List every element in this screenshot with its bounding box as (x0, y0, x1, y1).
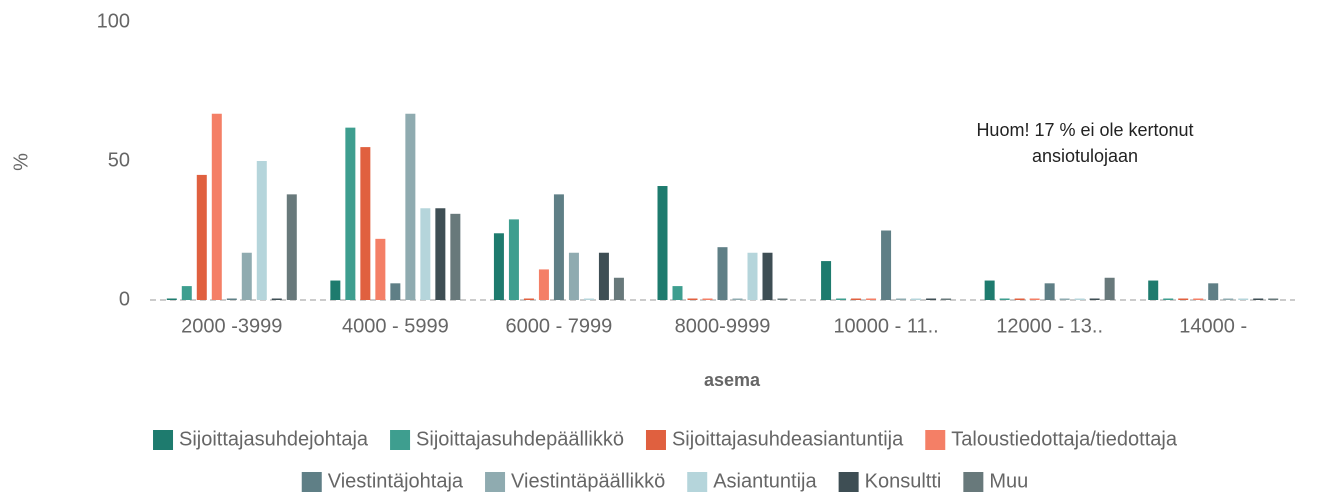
bar (241, 252, 252, 300)
bar (345, 127, 356, 300)
bar (702, 298, 713, 300)
bar (984, 280, 995, 300)
legend-swatch (301, 472, 322, 492)
legend-swatch (153, 430, 174, 450)
x-axis-label: asema (704, 370, 761, 390)
bar (493, 233, 504, 300)
legend-swatch (925, 430, 946, 450)
bar (598, 252, 609, 300)
bar (1163, 298, 1174, 300)
legend-label: Viestintäpäällikkö (511, 470, 665, 492)
bar (881, 230, 892, 300)
annotation: Huom! 17 % ei ole kertonut (976, 120, 1193, 140)
x-tick-label: 6000 - 7999 (506, 315, 613, 337)
bar (851, 298, 862, 300)
x-tick-label: 4000 - 5999 (342, 315, 449, 337)
bar (583, 298, 594, 300)
bar (1208, 283, 1219, 300)
y-tick-label: 50 (108, 149, 130, 171)
bar (286, 194, 297, 300)
legend-label: Viestintäjohtaja (328, 470, 464, 492)
legend-swatch (963, 472, 984, 492)
bar (538, 269, 549, 300)
bar (1029, 298, 1040, 300)
bar (196, 174, 207, 300)
bar (613, 277, 624, 300)
bar (1178, 298, 1189, 300)
legend-label: Muu (989, 470, 1028, 492)
bar (1089, 298, 1100, 300)
bar (866, 298, 877, 300)
bar (553, 194, 564, 300)
bar (821, 261, 832, 300)
bar (1104, 277, 1115, 300)
bar (181, 286, 192, 300)
bar (226, 298, 237, 300)
x-tick-label: 8000-9999 (675, 315, 771, 337)
x-tick-label: 2000 -3999 (181, 315, 282, 337)
bar (657, 186, 668, 300)
bar (330, 280, 341, 300)
bar (375, 238, 386, 300)
bar (1253, 298, 1264, 300)
bar (360, 147, 371, 300)
legend-swatch (485, 472, 506, 492)
bar (166, 298, 177, 300)
bar (211, 113, 222, 301)
bar (777, 298, 788, 300)
bar (435, 208, 446, 300)
bar (1059, 298, 1070, 300)
bar (450, 213, 461, 300)
bar (762, 252, 773, 300)
bar (271, 298, 282, 300)
bar (508, 219, 519, 300)
bar (1074, 298, 1085, 300)
bar (390, 283, 401, 300)
bar (1223, 298, 1234, 300)
bar (1268, 298, 1279, 300)
bar (732, 298, 743, 300)
bar (926, 298, 937, 300)
bar (836, 298, 847, 300)
x-tick-label: 14000 - (1179, 315, 1247, 337)
legend-label: Asiantuntija (713, 470, 817, 492)
bar (672, 286, 683, 300)
y-axis-label: % (10, 153, 32, 171)
y-tick-label: 100 (97, 10, 130, 32)
bar (568, 252, 579, 300)
bar (1044, 283, 1055, 300)
annotation: ansiotulojaan (1032, 146, 1138, 166)
legend-swatch (645, 430, 666, 450)
legend-label: Konsultti (865, 470, 942, 492)
legend-label: Sijoittajasuhdejohtaja (179, 428, 369, 450)
bar (1238, 298, 1249, 300)
bar (1193, 298, 1204, 300)
bar (911, 298, 922, 300)
x-tick-label: 12000 - 13.. (996, 315, 1103, 337)
legend-swatch (687, 472, 708, 492)
bar (523, 298, 534, 300)
legend-label: Sijoittajasuhdeasiantuntija (672, 428, 904, 450)
bar (747, 252, 758, 300)
bar (896, 298, 907, 300)
y-tick-label: 0 (119, 288, 130, 310)
bar (1014, 298, 1025, 300)
bar (687, 298, 698, 300)
legend-swatch (390, 430, 411, 450)
legend-label: Taloustiedottaja/tiedottaja (951, 428, 1178, 450)
bar (1148, 280, 1159, 300)
legend-label: Sijoittajasuhdepäällikkö (416, 428, 624, 450)
bar (420, 208, 431, 300)
legend-swatch (838, 472, 859, 492)
bar (405, 113, 416, 301)
bar (256, 161, 267, 300)
x-tick-label: 10000 - 11.. (833, 315, 938, 337)
bar (999, 298, 1010, 300)
bar (941, 298, 952, 300)
bar (717, 247, 728, 300)
